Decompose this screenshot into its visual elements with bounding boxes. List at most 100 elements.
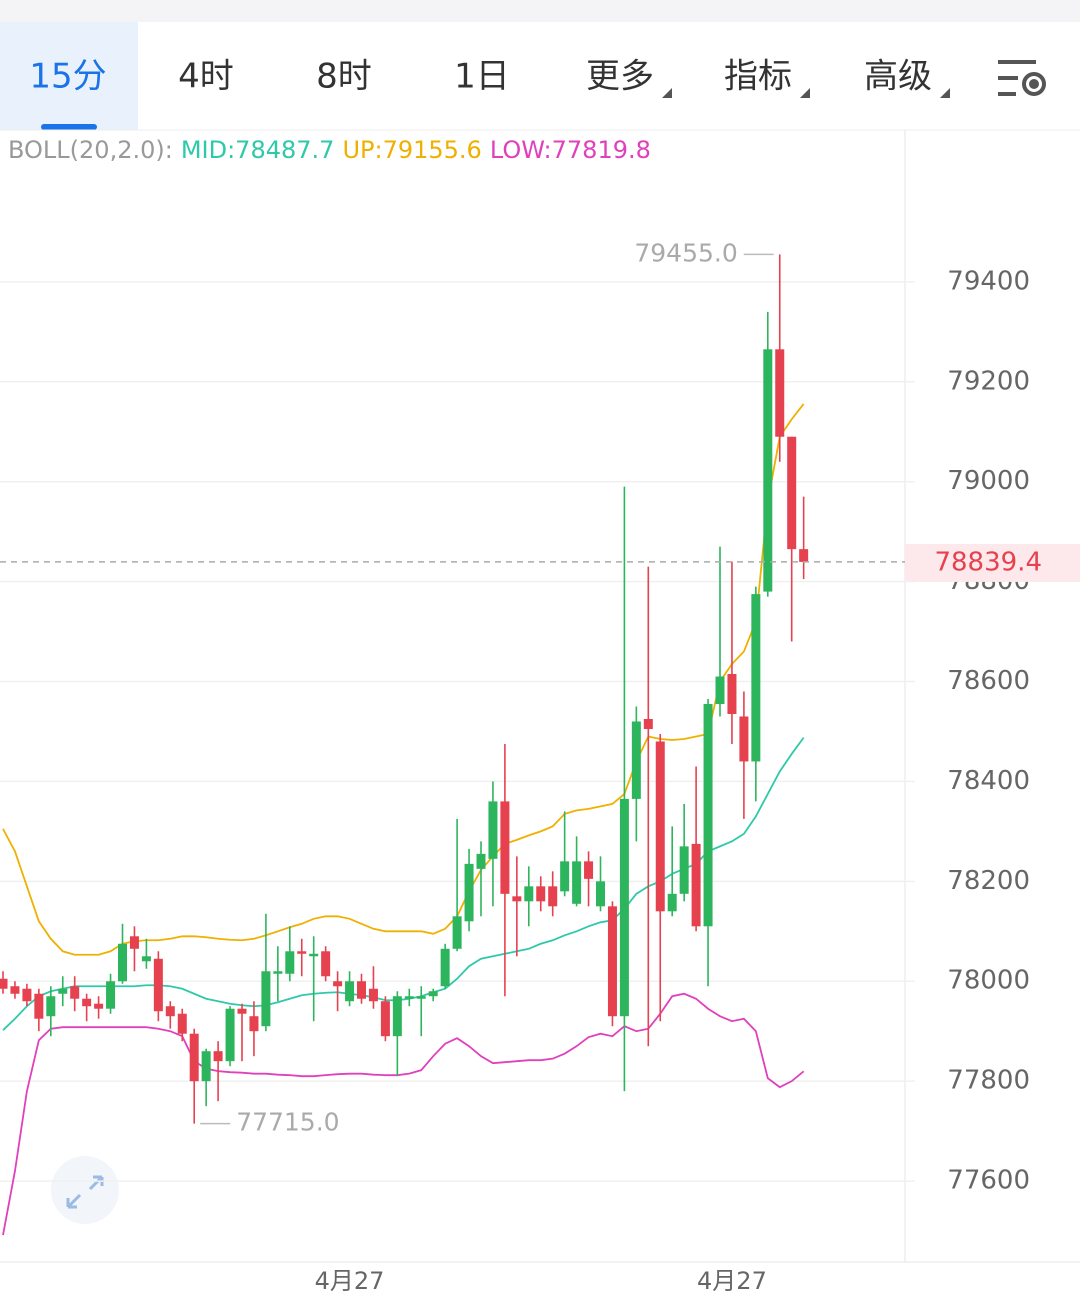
dropdown-caret: [940, 88, 950, 98]
candle-body: [715, 676, 725, 704]
y-tick-label: 78200: [947, 866, 1030, 896]
candle-body: [703, 703, 713, 927]
x-tick-label: 4月27: [315, 1267, 385, 1295]
candle-body: [679, 846, 689, 894]
candle-body: [428, 991, 438, 997]
tab[interactable]: 高级: [864, 57, 932, 97]
last-price-label: 78839.4: [934, 547, 1042, 577]
candle-body: [619, 798, 629, 1017]
settings-icon[interactable]: [998, 60, 1046, 96]
candle-body: [488, 801, 498, 859]
candle-body: [345, 981, 355, 1002]
candle-body: [500, 801, 510, 894]
candle-body: [643, 718, 653, 729]
extreme-label: 77715.0: [236, 1108, 339, 1137]
x-tick-label: 4月27: [697, 1267, 767, 1295]
y-tick-label: 79200: [947, 366, 1030, 396]
y-tick-label: 78000: [947, 966, 1030, 996]
candle-body: [34, 993, 44, 1019]
candle-body: [165, 1006, 175, 1017]
candle-body: [225, 1008, 235, 1062]
candle-body: [607, 906, 617, 1017]
candle-body: [177, 1013, 187, 1034]
candle-body: [368, 988, 378, 1002]
candle-body: [763, 349, 773, 592]
candle-body: [94, 1003, 104, 1009]
candle-body: [404, 996, 414, 999]
candle-body: [333, 981, 343, 987]
boll-line: [2, 737, 805, 1031]
candle-body: [584, 861, 594, 879]
candle-body: [464, 863, 474, 922]
y-tick-label: 77600: [947, 1166, 1030, 1196]
candle-body: [153, 958, 163, 1012]
tab[interactable]: 4时: [178, 57, 234, 97]
status-strip: [0, 0, 1080, 22]
extreme-label: 79455.0: [634, 238, 737, 267]
tab[interactable]: 15分: [29, 57, 106, 97]
dropdown-caret: [800, 88, 810, 98]
y-tick-label: 79400: [947, 266, 1030, 296]
candle-body: [572, 861, 582, 904]
legend-entry: LOW:77819.8: [490, 136, 651, 164]
candle-body: [118, 943, 127, 982]
candle-body: [727, 674, 737, 714]
candle-body: [70, 986, 80, 999]
tabs: 15分 4时 8时 1日 更多 指标 高级: [29, 57, 950, 98]
candle-body: [22, 988, 32, 1002]
legend-entry: MID:78487.7: [181, 136, 335, 164]
candle-body: [213, 1051, 223, 1062]
candle-body: [548, 886, 558, 907]
candle-body: [249, 1016, 259, 1032]
candle-body: [189, 1033, 199, 1082]
tab[interactable]: 指标: [724, 57, 792, 97]
tab-underline: [41, 124, 97, 130]
candle-body: [751, 594, 761, 762]
candle-body: [106, 981, 116, 1009]
candle-body: [357, 981, 366, 999]
candle-body: [596, 881, 605, 907]
candle-body: [440, 948, 450, 987]
boll-line: [2, 992, 805, 1236]
candle-body: [129, 936, 139, 949]
candle-body: [0, 978, 8, 989]
candle-body: [46, 996, 56, 1017]
candle-body: [58, 988, 68, 994]
candle-body: [452, 916, 462, 949]
candle-body: [141, 956, 151, 962]
candle-body: [380, 1001, 390, 1037]
candle-body: [321, 951, 331, 977]
legend-indicator: BOLL(20,2.0):: [8, 136, 173, 164]
candle-body: [416, 996, 426, 999]
plot: 79455.0 77715.0 78839.4: [0, 238, 1080, 1236]
candle-body: [476, 853, 486, 869]
candle-body: [775, 349, 785, 437]
dropdown-caret: [662, 88, 672, 98]
y-tick-label: 78400: [947, 766, 1030, 796]
legend-entry: UP:79155.6: [342, 136, 481, 164]
grid: 7760077800780007820078400786007880079000…: [0, 266, 1030, 1295]
candle-body: [787, 436, 797, 550]
candle-body: [631, 721, 641, 799]
candle-body: [273, 971, 283, 974]
expand-button[interactable]: [51, 1156, 119, 1224]
last-price-box: [905, 543, 1080, 582]
tab[interactable]: 更多: [586, 57, 654, 97]
candle-body: [536, 886, 546, 902]
candle-body: [392, 996, 402, 1037]
tab-selected-bg: [0, 22, 138, 130]
candle-body: [655, 741, 665, 912]
candle-body: [667, 893, 677, 912]
candle-body: [297, 951, 307, 954]
candle-body: [201, 1051, 211, 1082]
candle-body: [309, 953, 319, 957]
candle-body: [10, 986, 20, 994]
candle-body: [739, 716, 749, 762]
tab[interactable]: 8时: [316, 57, 372, 97]
candle-body: [524, 886, 534, 902]
candle-body: [82, 998, 92, 1007]
candle-body: [285, 951, 295, 974]
y-tick-label: 78600: [947, 666, 1030, 696]
tab[interactable]: 1日: [454, 57, 510, 97]
